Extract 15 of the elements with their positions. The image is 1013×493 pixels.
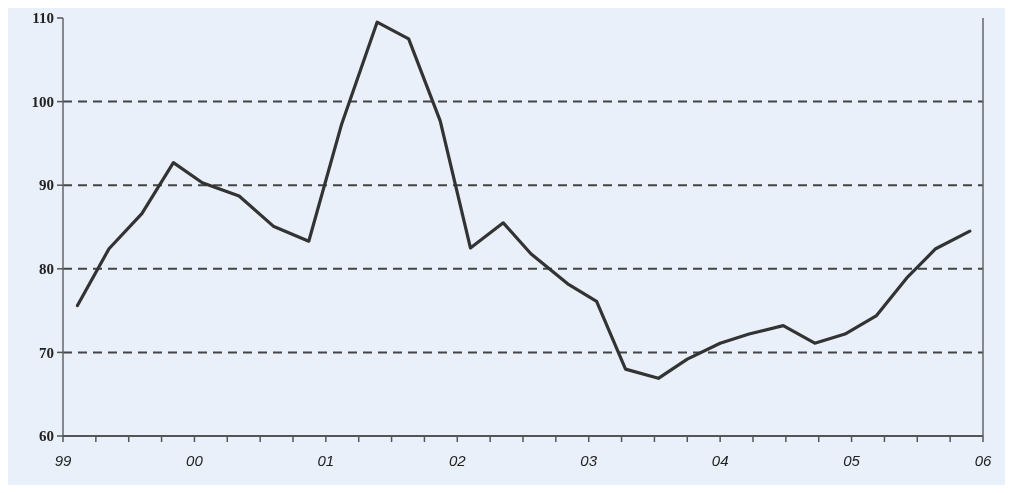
- x-tick-label: 99: [54, 452, 72, 469]
- y-tick-label: 90: [39, 177, 54, 194]
- x-tick-label: 05: [843, 452, 861, 469]
- y-tick-label: 110: [32, 10, 54, 27]
- x-tick-label: 01: [317, 452, 335, 469]
- x-tick-label: 04: [711, 452, 729, 469]
- line-series: [75, 20, 972, 380]
- x-tick-label: 02: [448, 452, 467, 469]
- y-tick-label: 100: [31, 93, 54, 110]
- x-tick-label: 06: [974, 452, 992, 469]
- y-tick-label: 60: [39, 428, 54, 445]
- y-tick-label: 70: [39, 344, 54, 361]
- x-tick-label: 03: [580, 452, 598, 469]
- y-tick-label: 80: [39, 261, 54, 278]
- x-tick-label: 00: [186, 452, 204, 469]
